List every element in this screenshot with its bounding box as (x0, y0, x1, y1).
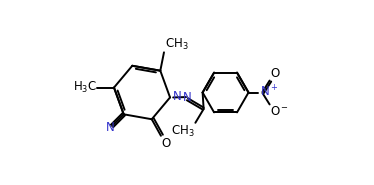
Text: O: O (162, 137, 171, 150)
Text: CH$_3$: CH$_3$ (171, 124, 195, 139)
Text: CH$_3$: CH$_3$ (165, 37, 188, 52)
Text: H$_3$C: H$_3$C (73, 80, 97, 95)
Text: N$^+$: N$^+$ (260, 85, 279, 100)
Text: O: O (270, 67, 280, 80)
Text: N: N (172, 90, 181, 103)
Text: N: N (106, 121, 115, 134)
Text: O$^-$: O$^-$ (270, 105, 289, 118)
Text: N: N (183, 91, 192, 104)
